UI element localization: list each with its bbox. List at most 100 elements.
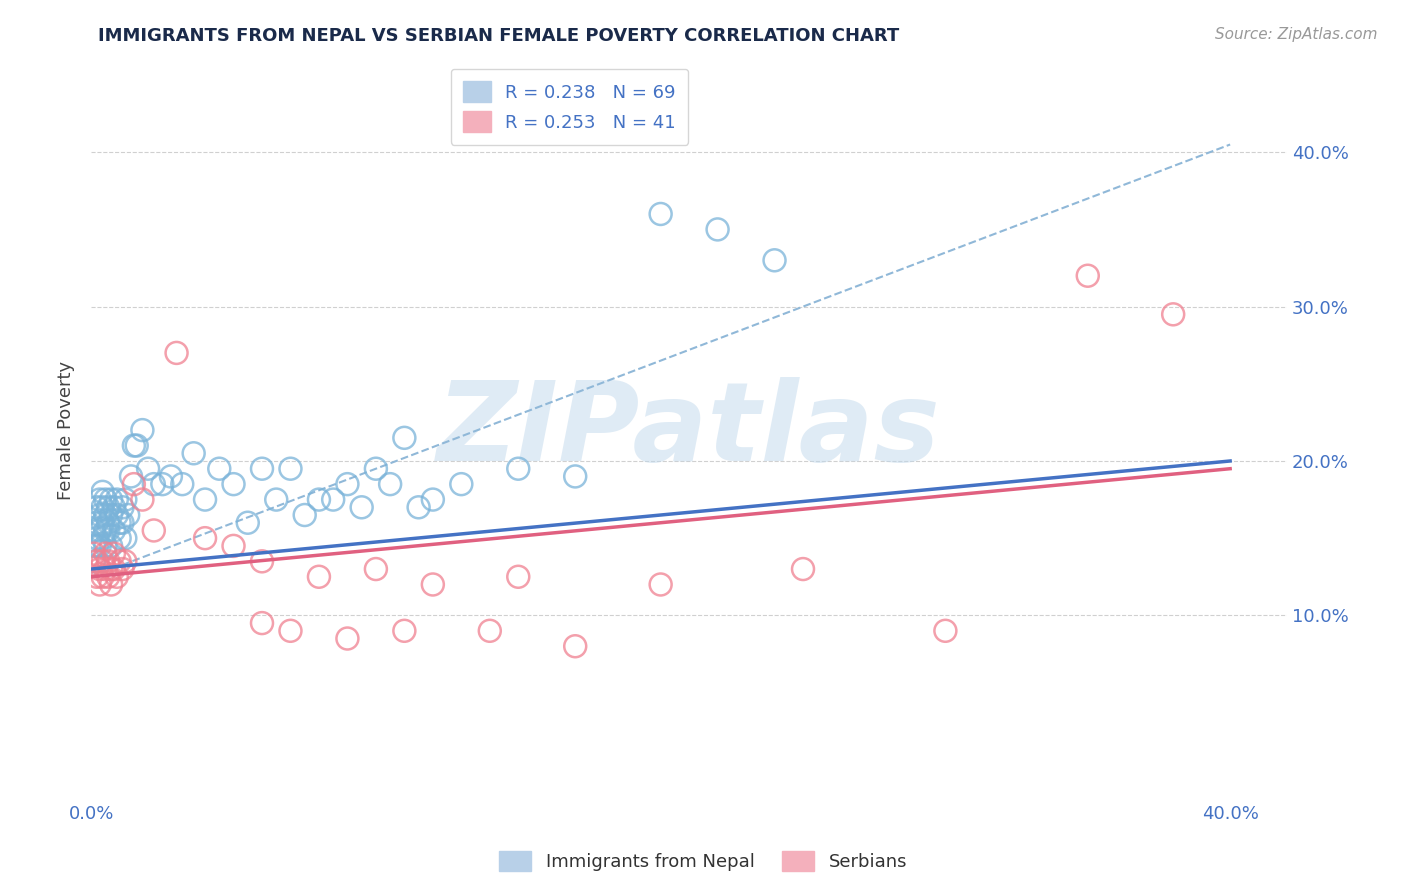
Point: [236, 516, 259, 530]
Point: [83, 539, 105, 553]
Point: [86, 570, 108, 584]
Point: [136, 461, 159, 475]
Point: [160, 469, 183, 483]
Point: [86, 554, 108, 568]
Point: [394, 431, 416, 445]
Point: [364, 562, 387, 576]
Point: [280, 624, 302, 638]
Point: [183, 446, 205, 460]
Point: [378, 477, 401, 491]
Point: [111, 500, 134, 515]
Point: [97, 554, 120, 568]
Point: [308, 492, 330, 507]
Point: [166, 346, 188, 360]
Point: [208, 461, 231, 475]
Point: [222, 539, 245, 553]
Point: [172, 477, 194, 491]
Point: [100, 577, 122, 591]
Point: [364, 461, 387, 475]
Point: [94, 539, 117, 553]
Point: [91, 570, 114, 584]
Point: [114, 554, 136, 568]
Point: [422, 492, 444, 507]
Point: [142, 477, 165, 491]
Point: [108, 554, 131, 568]
Point: [508, 570, 530, 584]
Point: [83, 554, 105, 568]
Point: [100, 539, 122, 553]
Point: [1161, 307, 1184, 321]
Point: [105, 508, 128, 522]
Point: [114, 531, 136, 545]
Point: [100, 492, 122, 507]
Point: [117, 508, 139, 522]
Point: [83, 524, 105, 538]
Point: [89, 524, 111, 538]
Point: [94, 547, 117, 561]
Point: [103, 562, 125, 576]
Point: [131, 492, 153, 507]
Point: [322, 492, 344, 507]
Point: [97, 570, 120, 584]
Y-axis label: Female Poverty: Female Poverty: [58, 360, 75, 500]
Point: [97, 524, 120, 538]
Point: [114, 492, 136, 507]
Point: [86, 531, 108, 545]
Point: [763, 253, 786, 268]
Point: [89, 577, 111, 591]
Point: [308, 570, 330, 584]
Text: ZIPatlas: ZIPatlas: [437, 376, 941, 483]
Point: [194, 531, 217, 545]
Point: [100, 508, 122, 522]
Point: [250, 616, 273, 631]
Point: [122, 438, 145, 452]
Point: [250, 554, 273, 568]
Point: [103, 547, 125, 561]
Point: [792, 562, 814, 576]
Point: [408, 500, 430, 515]
Point: [105, 570, 128, 584]
Point: [94, 524, 117, 538]
Point: [89, 562, 111, 576]
Point: [91, 531, 114, 545]
Point: [89, 508, 111, 522]
Point: [94, 492, 117, 507]
Point: [350, 500, 373, 515]
Point: [142, 524, 165, 538]
Point: [122, 477, 145, 491]
Point: [131, 423, 153, 437]
Point: [91, 500, 114, 515]
Point: [294, 508, 316, 522]
Point: [564, 639, 586, 653]
Point: [91, 484, 114, 499]
Point: [264, 492, 287, 507]
Point: [150, 477, 173, 491]
Legend: R = 0.238   N = 69, R = 0.253   N = 41: R = 0.238 N = 69, R = 0.253 N = 41: [451, 69, 689, 145]
Point: [108, 516, 131, 530]
Point: [422, 577, 444, 591]
Point: [89, 539, 111, 553]
Point: [97, 500, 120, 515]
Point: [336, 632, 359, 646]
Point: [508, 461, 530, 475]
Point: [250, 461, 273, 475]
Point: [103, 524, 125, 538]
Point: [86, 516, 108, 530]
Point: [94, 562, 117, 576]
Point: [125, 438, 148, 452]
Point: [450, 477, 472, 491]
Point: [91, 554, 114, 568]
Point: [89, 492, 111, 507]
Point: [86, 539, 108, 553]
Point: [86, 500, 108, 515]
Point: [1077, 268, 1099, 283]
Point: [108, 531, 131, 545]
Point: [564, 469, 586, 483]
Point: [650, 577, 672, 591]
Point: [280, 461, 302, 475]
Point: [97, 516, 120, 530]
Point: [105, 492, 128, 507]
Point: [934, 624, 956, 638]
Point: [111, 562, 134, 576]
Point: [650, 207, 672, 221]
